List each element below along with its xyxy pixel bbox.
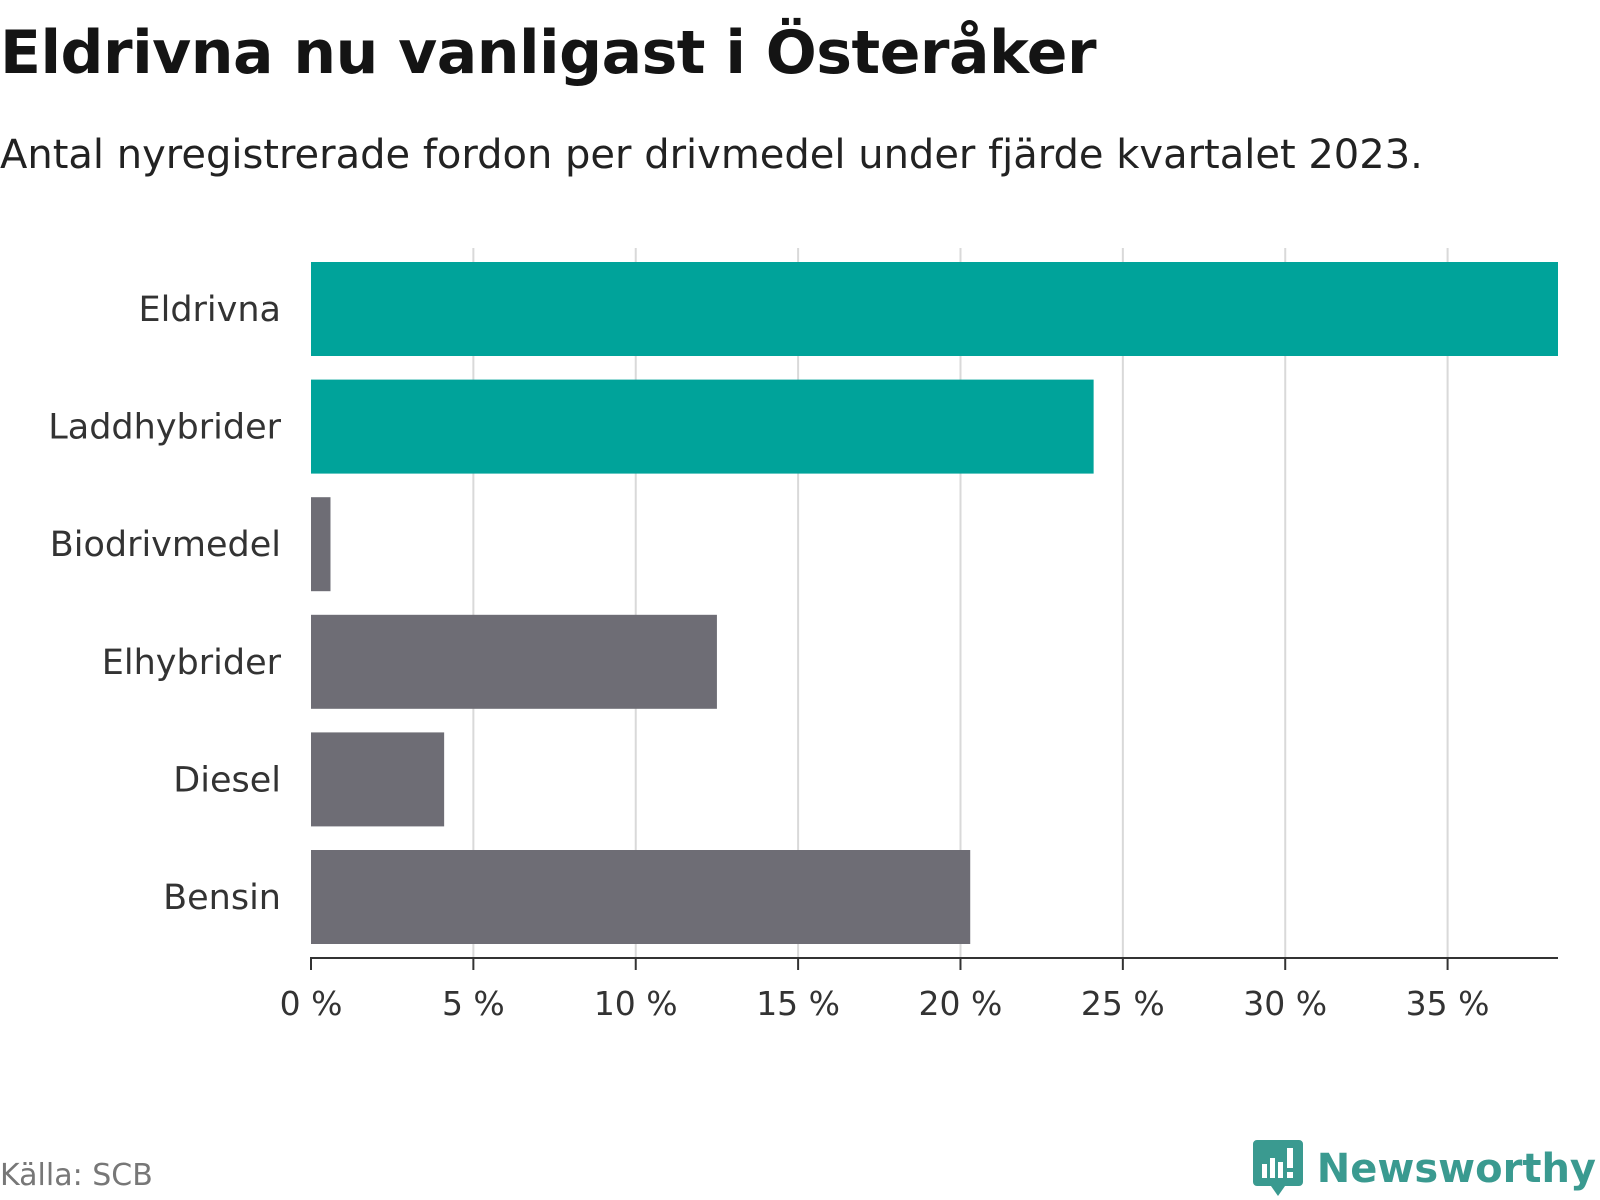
chart-title: Eldrivna nu vanligast i Österåker (0, 18, 1097, 88)
x-tick-label: 30 % (1243, 984, 1327, 1023)
bars (311, 262, 1558, 944)
bar-diesel (311, 732, 445, 827)
gridlines (472, 248, 1449, 958)
bar-eldrivna (311, 262, 1558, 356)
category-labels: Eldrivna Laddhybrider Biodrivmedel Elhybrid… (48, 290, 281, 918)
bar-laddhybrider (311, 379, 1094, 474)
brand-name: Newsworthy (1316, 1146, 1596, 1192)
chart-subtitle: Antal nyregistrerade fordon per drivmede… (0, 132, 1423, 178)
category-label: Laddhybrider (48, 408, 281, 448)
x-tick-label: 35 % (1406, 984, 1490, 1023)
x-tick-label: 15 % (756, 984, 840, 1023)
category-label: Biodrivmedel (50, 525, 281, 565)
bar-elhybrider (311, 614, 717, 709)
category-label: Eldrivna (138, 290, 281, 330)
x-tick-label: 0 % (280, 984, 343, 1023)
bar-chart: Eldrivna Laddhybrider Biodrivmedel Elhybrid… (48, 248, 1558, 1023)
newsworthy-logo-icon (1252, 1140, 1303, 1196)
category-label: Bensin (163, 878, 281, 918)
x-tick-label: 10 % (594, 984, 678, 1023)
x-tick-label: 20 % (919, 984, 1003, 1023)
source-note: Källa: SCB (0, 1158, 153, 1193)
brand-logo: Newsworthy (1252, 1140, 1596, 1198)
x-tick-label: 5 % (442, 984, 505, 1023)
bar-bensin (311, 850, 971, 944)
x-tick-label: 25 % (1081, 984, 1165, 1023)
category-label: Elhybrider (102, 643, 282, 683)
x-axis: 0 % 5 % 10 % 15 % 20 % 25 % 30 % 35 % (280, 957, 1558, 1023)
category-label: Diesel (173, 760, 281, 800)
bar-biodrivmedel (311, 497, 331, 592)
